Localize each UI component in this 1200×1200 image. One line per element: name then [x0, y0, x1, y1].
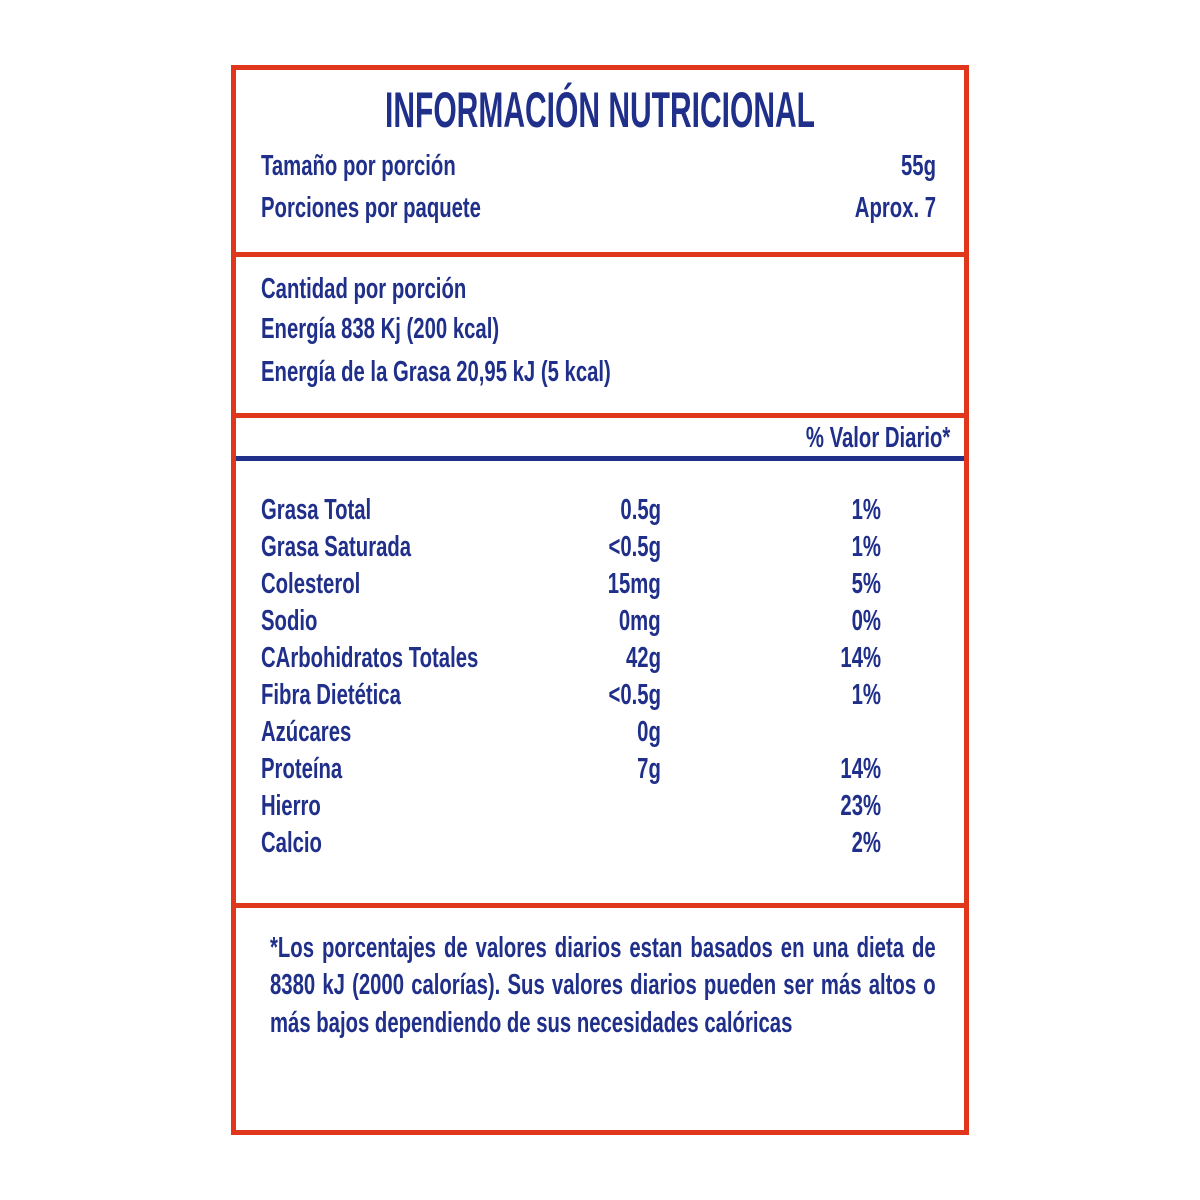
energy-text: Energía 838 Kj (200 kcal) [261, 313, 500, 345]
nutrient-name: Fibra Dietética [261, 679, 401, 711]
nutrient-name: Colesterol [261, 568, 361, 600]
nutrient-amount: 42g [626, 642, 661, 674]
daily-value-rule [236, 456, 964, 461]
nutrient-daily-value: 1% [851, 679, 881, 711]
servings-per-package-label: Porciones por paquete [261, 192, 481, 224]
nutrient-amount: 0g [637, 716, 661, 748]
footnote: *Los porcentajes de valores diarios esta… [270, 932, 936, 1039]
nutrient-name: Grasa Total [261, 494, 372, 526]
nutrient-name: Calcio [261, 827, 322, 859]
nutrient-daily-value: 2% [851, 827, 881, 859]
section-divider [231, 903, 969, 908]
nutrient-daily-value: 14% [840, 753, 881, 785]
nutrient-amount: 7g [637, 753, 661, 785]
serving-size-label: Tamaño por porción [261, 150, 456, 182]
nutrient-daily-value: 14% [840, 642, 881, 674]
nutrient-name: Azúcares [261, 716, 352, 748]
nutrition-label-border [231, 65, 969, 1135]
nutrient-name: CArbohidratos Totales [261, 642, 479, 674]
nutrient-daily-value: 23% [840, 790, 881, 822]
nutrient-amount: 15mg [607, 568, 661, 600]
nutrient-daily-value: 1% [851, 494, 881, 526]
nutrient-name: Sodio [261, 605, 318, 637]
section-divider [231, 252, 969, 257]
serving-size-value: 55g [901, 150, 936, 182]
nutrient-amount: <0.5g [608, 679, 661, 711]
fat-energy-text: Energía de la Grasa 20,95 kJ (5 kcal) [261, 356, 611, 388]
nutrient-daily-value: 1% [851, 531, 881, 563]
nutrient-amount: 0.5g [620, 494, 661, 526]
nutrient-daily-value: 0% [851, 605, 881, 637]
daily-value-header: % Valor Diario* [805, 422, 950, 454]
servings-per-package-value: Aprox. 7 [854, 192, 936, 224]
section-divider [231, 413, 969, 418]
label-title: INFORMACIÓN NUTRICIONAL [385, 82, 815, 138]
nutrient-name: Grasa Saturada [261, 531, 412, 563]
nutrient-name: Proteína [261, 753, 343, 785]
nutrient-amount: <0.5g [608, 531, 661, 563]
nutrient-name: Hierro [261, 790, 321, 822]
nutrient-amount: 0mg [619, 605, 661, 637]
amount-heading: Cantidad por porción [261, 273, 467, 305]
nutrient-daily-value: 5% [851, 568, 881, 600]
